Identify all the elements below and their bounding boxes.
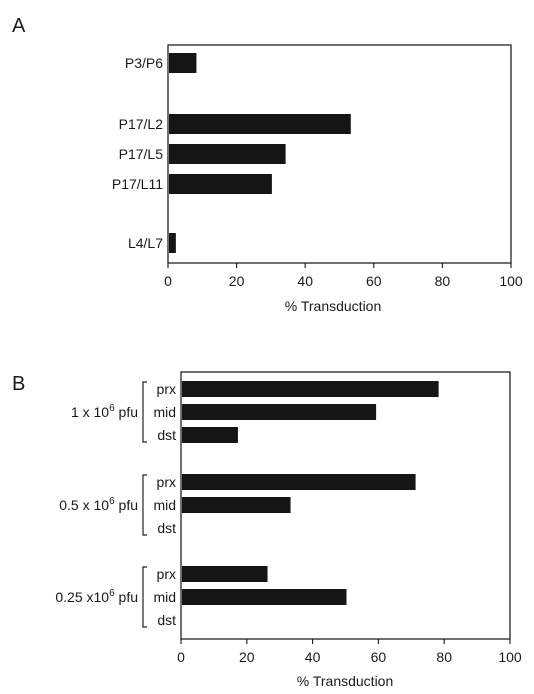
panel-a-x-tick-label: 20: [229, 273, 245, 289]
panel-b-item-label: prx: [157, 381, 176, 397]
panel-b-item-label: dst: [157, 520, 176, 536]
panel-b-bar: [182, 566, 268, 582]
panel-b-x-tick-label: 60: [371, 649, 387, 665]
panel-b-group-bracket: [142, 566, 147, 628]
panel-a-x-tick-label: 80: [435, 273, 451, 289]
panel-b-group-labels: 1 x 106 pfu 0.5 x 106 pfu 0.25 x106 pfu: [55, 381, 147, 628]
panel-a-x-axis-title: % Transduction: [285, 298, 382, 314]
panel-b-x-ticks: 0 20 40 60 80 100: [177, 639, 522, 665]
panel-b-group-bracket: [142, 381, 147, 443]
panel-b-bar: [182, 474, 416, 490]
panel-b-item-label: mid: [153, 497, 176, 513]
panel-a-bars: [169, 53, 351, 253]
panel-a-bar: [169, 114, 351, 134]
panel-b-item-label: mid: [153, 404, 176, 420]
panel-b-x-axis-title: % Transduction: [297, 673, 394, 689]
panel-a-category-label: P17/L11: [112, 176, 163, 192]
panel-b-bars: [182, 381, 439, 605]
panel-b-bar: [182, 589, 347, 605]
panel-a-x-tick-label: 100: [499, 273, 523, 289]
panel-a-category-label: P3/P6: [125, 55, 163, 71]
panel-b-x-tick-label: 40: [305, 649, 321, 665]
panel-a-category-label: P17/L2: [119, 116, 164, 132]
panel-a-bar: [169, 144, 286, 164]
panel-b-item-label: prx: [157, 566, 176, 582]
panel-a-category-label: L4/L7: [128, 235, 163, 251]
panel-a-category-label: P17/L5: [119, 146, 164, 162]
panel-b-group-label: 1 x 106 pfu: [71, 403, 138, 420]
panel-a-bar: [169, 174, 272, 194]
panel-a-x-tick-label: 40: [297, 273, 313, 289]
panel-b-x-tick-label: 20: [239, 649, 255, 665]
panel-b-group-bracket: [142, 474, 147, 536]
panel-b: B prx mid dst prx mid dst prx mid dst 1 x 106 pf…: [12, 371, 522, 689]
panel-b-item-label: prx: [157, 474, 176, 490]
panel-b-x-tick-label: 100: [498, 649, 522, 665]
panel-a-letter: A: [12, 15, 26, 37]
panel-a-x-tick-label: 60: [366, 273, 382, 289]
panel-b-item-label: dst: [157, 427, 176, 443]
panel-a-bar: [169, 233, 176, 253]
panel-a-x-tick-label: 0: [164, 273, 172, 289]
panel-b-bar: [182, 381, 439, 397]
panel-a-bar: [169, 53, 197, 73]
panel-b-bar: [182, 427, 238, 443]
panel-b-group-label: 0.25 x106 pfu: [55, 588, 138, 605]
panel-b-plot-frame: [180, 371, 511, 640]
panel-a-category-labels: P3/P6 P17/L2 P17/L5 P17/L11 L4/L7: [112, 55, 163, 251]
panel-b-group-label: 0.5 x 106 pfu: [59, 496, 138, 513]
panel-b-bar: [182, 404, 377, 420]
panel-b-bar: [182, 497, 291, 513]
panel-b-x-tick-label: 80: [436, 649, 452, 665]
panel-b-item-label: dst: [157, 612, 176, 628]
panel-b-item-label: mid: [153, 589, 176, 605]
panel-a-x-ticks: 0 20 40 60 80 100: [164, 263, 523, 289]
panel-b-x-tick-label: 0: [177, 649, 185, 665]
panel-b-item-labels: prx mid dst prx mid dst prx mid dst: [153, 381, 176, 628]
panel-a: A P3/P6 P17/L2 P17/L5 P17/L11 L4/L7 0 20 40 60 8…: [12, 15, 523, 314]
panel-b-letter: B: [12, 373, 25, 395]
panel-a-plot-frame: [167, 44, 512, 264]
